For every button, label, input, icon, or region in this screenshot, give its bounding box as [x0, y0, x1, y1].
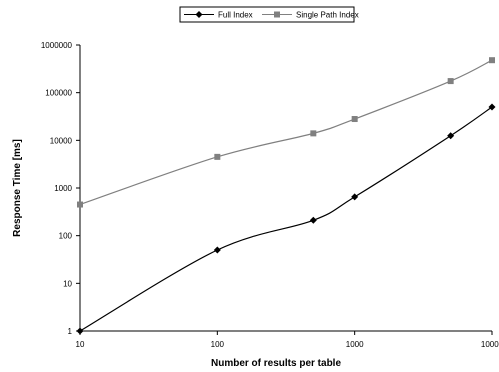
x-tick-label: 1000 [346, 340, 364, 349]
series-layer [76, 57, 496, 335]
data-point-full-index [351, 193, 359, 201]
data-point-single-path-index [447, 78, 454, 85]
data-point-single-path-index [489, 57, 495, 64]
data-point-full-index [488, 103, 496, 111]
x-tick-label: 100 [211, 340, 225, 349]
data-point-full-index [213, 246, 221, 254]
y-tick-label: 10000 [50, 136, 73, 145]
legend: Full Index Single Path Index [179, 6, 359, 23]
x-tick-label: 10 [76, 340, 85, 349]
data-point-full-index [76, 327, 84, 335]
y-axis-ticks: 1 10 100 1000 10000 100000 1000000 [41, 41, 80, 336]
legend-marker-full-index [195, 11, 203, 18]
y-tick-label: 1 [68, 327, 73, 336]
y-tick-label: 10 [63, 279, 72, 288]
y-tick-label: 100000 [45, 89, 72, 98]
legend-label-single-path-index: Single Path Index [296, 11, 359, 20]
data-point-single-path-index [351, 116, 358, 123]
y-tick-label: 100 [59, 232, 73, 241]
y-tick-label: 1000 [54, 184, 72, 193]
data-point-full-index [447, 132, 455, 140]
x-axis-title: Number of results per table [211, 358, 341, 369]
legend-label-full-index: Full Index [218, 11, 253, 20]
y-tick-label: 1000000 [41, 41, 73, 50]
legend-marker-single-path-index [274, 11, 280, 18]
data-point-full-index [309, 216, 317, 224]
data-point-single-path-index [310, 130, 317, 137]
y-axis-title: Response Time [ms] [12, 139, 23, 237]
data-point-single-path-index [214, 153, 221, 160]
data-point-single-path-index [77, 201, 83, 208]
x-tick-label: 10000 [481, 340, 499, 349]
